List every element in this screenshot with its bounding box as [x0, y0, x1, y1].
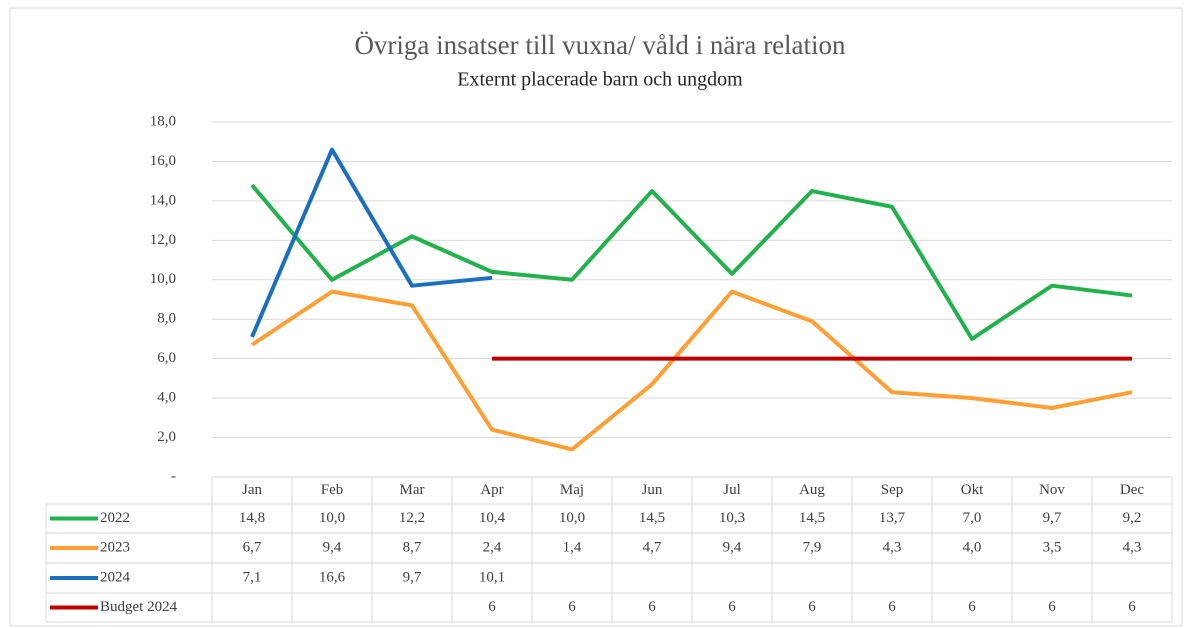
table-value: 7,1	[243, 569, 262, 585]
table-value: 14,5	[639, 510, 665, 526]
legend-label: 2024	[100, 569, 131, 585]
table-value: 6	[1128, 599, 1136, 615]
table-value: 7,9	[803, 539, 822, 555]
table-value: 6,7	[243, 539, 262, 555]
chart-subtitle: Externt placerade barn och ungdom	[457, 69, 743, 91]
x-tick-label: Dec	[1120, 482, 1144, 498]
y-tick-label: -	[171, 468, 176, 484]
x-tick-label: Mar	[400, 482, 425, 498]
y-tick-label: 12,0	[150, 232, 176, 248]
x-tick-label: Maj	[560, 482, 584, 498]
table-value: 4,7	[643, 539, 662, 555]
table-value: 1,4	[563, 539, 582, 555]
legend-label: 2023	[100, 539, 130, 555]
table-value: 14,5	[799, 510, 825, 526]
table-value: 10,0	[559, 510, 585, 526]
table-value: 10,0	[319, 510, 345, 526]
table-value: 9,7	[403, 569, 422, 585]
legend-label: 2022	[100, 510, 130, 526]
y-tick-label: 16,0	[150, 153, 176, 169]
y-tick-label: 4,0	[157, 390, 176, 406]
table-value: 16,6	[319, 569, 346, 585]
table-value: 9,4	[723, 539, 742, 555]
table-value: 6	[808, 599, 816, 615]
x-tick-label: Sep	[881, 482, 904, 498]
table-value: 9,7	[1043, 510, 1062, 526]
table-value: 6	[488, 599, 496, 615]
table-value: 9,2	[1123, 510, 1142, 526]
table-value: 7,0	[963, 510, 982, 526]
table-value: 10,1	[479, 569, 505, 585]
table-value: 4,0	[963, 539, 982, 555]
table-value: 6	[1048, 599, 1056, 615]
table-value: 12,2	[399, 510, 425, 526]
table-value: 6	[968, 599, 976, 615]
table-value: 10,4	[479, 510, 506, 526]
table-value: 4,3	[1123, 539, 1142, 555]
y-tick-label: 8,0	[157, 311, 176, 327]
table-value: 8,7	[403, 539, 422, 555]
x-tick-label: Apr	[480, 482, 503, 498]
x-tick-label: Aug	[799, 482, 825, 498]
y-tick-label: 10,0	[150, 271, 176, 287]
table-value: 6	[568, 599, 576, 615]
table-value: 9,4	[323, 539, 342, 555]
x-tick-label: Okt	[961, 482, 984, 498]
y-tick-label: 18,0	[150, 113, 176, 129]
y-tick-label: 2,0	[157, 429, 176, 445]
series-line	[250, 147, 493, 338]
chart-title: Övriga insatser till vuxna/ våld i nära …	[354, 30, 846, 60]
table-value: 6	[648, 599, 656, 615]
table-value: 3,5	[1043, 539, 1062, 555]
legend-label: Budget 2024	[100, 599, 178, 615]
table-value: 10,3	[719, 510, 745, 526]
x-tick-label: Jul	[723, 482, 741, 498]
table-value: 14,8	[239, 510, 265, 526]
series-line	[250, 289, 1133, 452]
x-tick-label: Feb	[321, 482, 344, 498]
table-value: 2,4	[483, 539, 502, 555]
table-value: 6	[728, 599, 736, 615]
x-tick-label: Jun	[642, 482, 663, 498]
series-line	[250, 183, 1133, 341]
x-tick-label: Jan	[242, 482, 262, 498]
y-tick-label: 6,0	[157, 350, 176, 366]
table-value: 4,3	[883, 539, 902, 555]
chart-border	[9, 7, 1183, 627]
x-tick-label: Nov	[1039, 482, 1065, 498]
table-value: 6	[888, 599, 896, 615]
y-tick-label: 14,0	[150, 192, 176, 208]
table-value: 13,7	[879, 510, 906, 526]
